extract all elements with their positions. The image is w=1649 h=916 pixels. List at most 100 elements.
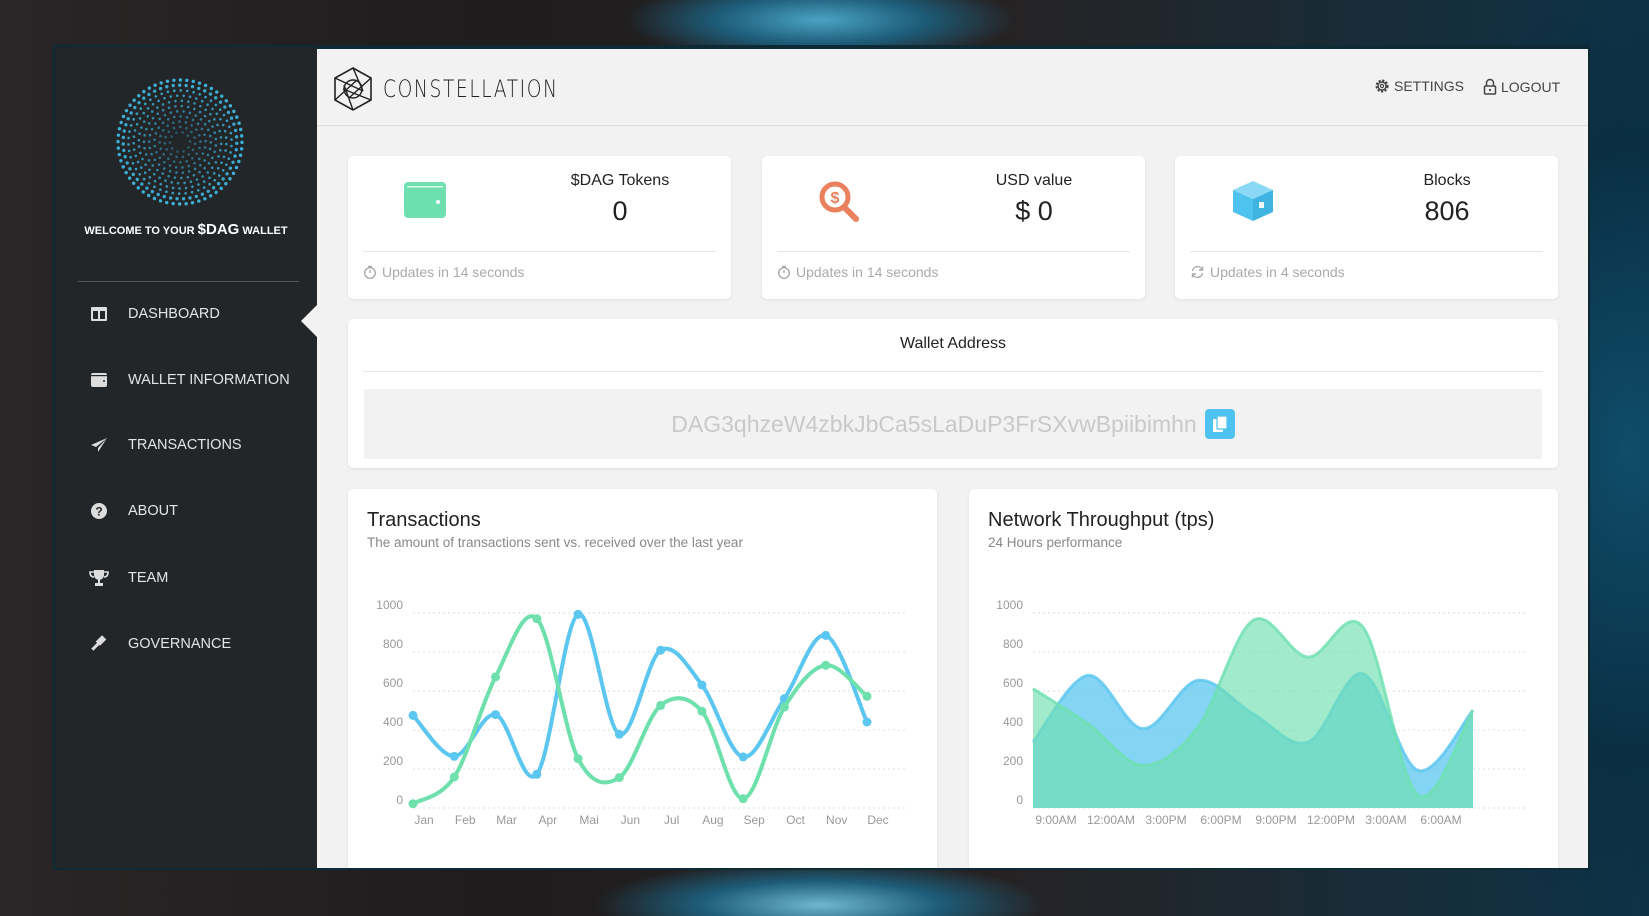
orb-dot <box>140 126 143 129</box>
orb-dot <box>161 129 165 132</box>
orb-dot <box>239 134 244 138</box>
sidebar-item-team[interactable]: TEAM <box>55 558 317 598</box>
orb-dot <box>232 122 236 126</box>
orb-dot <box>216 166 220 170</box>
update-text: Updates in 14 seconds <box>382 264 525 280</box>
orb-dot <box>122 148 126 153</box>
stat-footer: Updates in 14 seconds <box>777 264 938 280</box>
wallet-address[interactable]: DAG3qhzeW4zbkJbCa5sLaDuP3FrSXvwBpiibimhn <box>671 410 1197 437</box>
orb-dot <box>203 133 206 137</box>
data-point[interactable] <box>614 729 624 739</box>
sidebar-item-dashboard[interactable]: DASHBOARD <box>55 294 317 334</box>
orb-dot <box>194 194 199 199</box>
orb-dot <box>136 186 140 190</box>
welcome-token: $DAG <box>197 221 240 238</box>
data-point[interactable] <box>573 609 583 619</box>
orb-dot <box>117 152 121 157</box>
data-point[interactable] <box>656 645 666 655</box>
orb-dot <box>149 98 152 102</box>
data-point[interactable] <box>532 614 542 624</box>
orb-dot <box>154 122 157 125</box>
orb-dot <box>222 113 226 117</box>
orb-dot <box>203 197 207 201</box>
data-point[interactable] <box>821 630 831 640</box>
orb-dot <box>206 171 210 174</box>
orb-dot <box>124 108 129 113</box>
orb-dot <box>163 113 167 117</box>
orb-dot <box>143 102 147 106</box>
orb-dot <box>175 155 178 159</box>
data-point[interactable] <box>821 660 831 670</box>
svg-text:?: ? <box>95 505 102 519</box>
orb-dot <box>203 122 207 126</box>
brand-name: CONSTELLATION <box>383 75 559 103</box>
data-point[interactable] <box>449 772 459 782</box>
orb-dot <box>225 172 229 176</box>
orb-dot <box>196 188 200 192</box>
orb-dot <box>182 94 185 98</box>
orb-dot <box>209 99 213 103</box>
orb-dot <box>192 173 196 177</box>
orb-dot <box>159 147 163 150</box>
orb-dot <box>235 115 239 119</box>
x-tick-label: Jun <box>621 813 640 827</box>
gavel-icon <box>88 635 110 653</box>
orb-dot <box>185 78 189 83</box>
data-point[interactable] <box>408 710 418 720</box>
logout-button[interactable]: LOGOUT <box>1483 78 1560 95</box>
copy-address-button[interactable] <box>1204 409 1235 439</box>
sidebar-item-transactions[interactable]: TRANSACTIONS <box>55 425 317 465</box>
sidebar-item-about[interactable]: ? ABOUT <box>55 491 317 531</box>
orb-dot <box>164 179 167 182</box>
data-point[interactable] <box>779 702 789 712</box>
orb-dot <box>197 157 201 161</box>
data-point[interactable] <box>573 754 583 764</box>
stat-value: 0 <box>612 196 628 226</box>
data-point[interactable] <box>862 691 872 701</box>
sidebar-item-wallet-information[interactable]: WALLET INFORMATION <box>55 360 317 400</box>
data-point[interactable] <box>532 769 542 779</box>
orb-dot <box>126 116 130 121</box>
data-point[interactable] <box>491 672 501 682</box>
data-point[interactable] <box>449 751 459 761</box>
data-point[interactable] <box>697 706 707 716</box>
orb-dot <box>208 194 213 198</box>
orb-dot <box>179 89 183 92</box>
orb-dot <box>239 127 243 132</box>
orb-dot <box>119 120 123 125</box>
orb-dot <box>157 126 161 129</box>
orb-dot <box>186 175 190 179</box>
orb-dot <box>214 96 218 100</box>
data-point[interactable] <box>491 710 501 720</box>
data-point[interactable] <box>738 794 748 804</box>
orb-dot <box>190 130 193 134</box>
paper-plane-icon <box>88 437 110 453</box>
update-text: Updates in 14 seconds <box>796 264 939 280</box>
orb-dot <box>231 160 235 165</box>
settings-button[interactable]: SETTINGS <box>1374 78 1464 94</box>
orb-dot <box>173 115 176 119</box>
orb-dot <box>137 145 141 148</box>
sidebar-item-governance[interactable]: GOVERNANCE <box>55 624 317 664</box>
x-tick-label: 9:00PM <box>1255 813 1296 827</box>
data-point[interactable] <box>862 717 872 727</box>
data-point[interactable] <box>738 752 748 762</box>
orb-dot <box>196 122 200 126</box>
data-point[interactable] <box>697 680 707 690</box>
orb-dot <box>185 116 189 119</box>
chart-subtitle: 24 Hours performance <box>988 535 1123 550</box>
y-tick-label: 600 <box>1003 676 1023 690</box>
orb-dot <box>217 174 221 177</box>
divider <box>363 251 716 252</box>
orb-dot <box>141 157 144 161</box>
data-point[interactable] <box>614 773 624 783</box>
orb-dot <box>169 111 173 114</box>
data-point[interactable] <box>656 700 666 710</box>
data-point[interactable] <box>408 799 418 809</box>
x-tick-label: 9:00AM <box>1035 813 1076 827</box>
sidebar-item-label: TRANSACTIONS <box>128 437 242 453</box>
y-tick-label: 0 <box>1016 793 1023 807</box>
orb-dot <box>234 165 239 170</box>
orb-dot <box>228 177 232 181</box>
series-line <box>411 614 869 806</box>
